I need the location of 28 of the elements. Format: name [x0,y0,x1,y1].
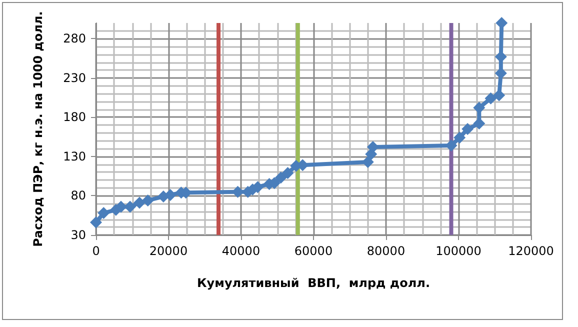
x-tick-label: 100000 [436,244,482,258]
x-axis-title: Кумулятивный ВВП, млрд долл. [197,276,430,290]
y-tick-label: 280 [63,32,86,46]
point [134,196,146,209]
point [454,132,466,144]
point [90,216,102,228]
point [282,166,294,179]
y-axis-title: Расход ПЭР, кг н.э. на 1000 долл. [31,11,45,247]
y-tick-label: 80 [70,188,86,203]
point [98,207,110,220]
x-tick-label: 0 [92,244,100,258]
point [142,194,154,206]
x-tick-label: 40000 [222,244,260,258]
y-tick-label: 180 [63,110,86,124]
y-tick-label: 130 [63,149,86,164]
point [445,139,458,152]
point [274,172,287,184]
x-tick-label: 80000 [366,244,406,258]
y-tick-label: 230 [63,70,86,85]
x-tick-label: 120000 [508,244,554,258]
x-tick-label: 20000 [149,244,188,258]
point [473,118,486,130]
point [462,123,474,135]
point [493,89,506,102]
point [484,92,497,104]
x-tick-label: 60000 [294,244,333,258]
y-tick-label: 30 [70,228,86,242]
point [124,200,136,213]
